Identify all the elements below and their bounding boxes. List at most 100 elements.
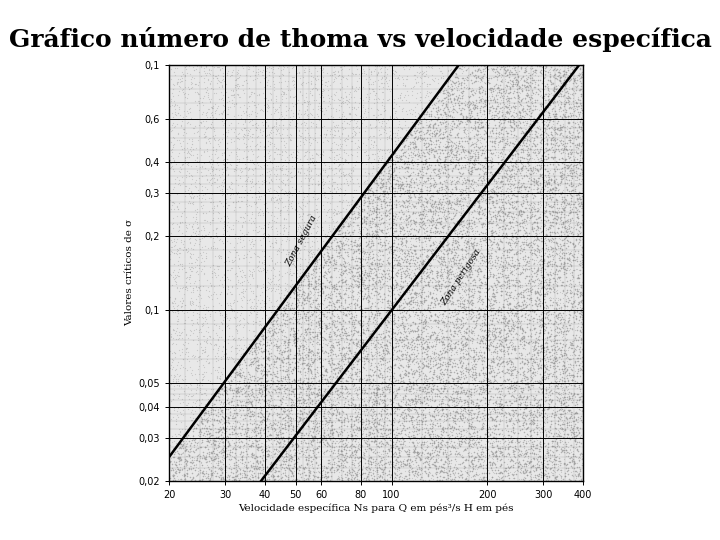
Point (369, 271, 381, 279)
Point (442, 290, 454, 299)
Point (271, 324, 282, 333)
Point (285, 406, 297, 415)
Point (498, 401, 510, 409)
Point (496, 335, 508, 343)
Point (523, 299, 535, 308)
Point (490, 377, 501, 386)
Point (438, 111, 449, 119)
Point (526, 107, 538, 116)
Point (442, 456, 454, 464)
Point (436, 360, 448, 368)
Point (528, 200, 539, 209)
Point (441, 189, 452, 198)
Point (416, 260, 428, 268)
Point (567, 447, 579, 456)
Point (226, 71, 238, 79)
Point (427, 145, 438, 153)
Point (501, 184, 513, 193)
Point (534, 110, 545, 119)
Point (369, 406, 380, 415)
Point (253, 257, 265, 266)
Point (531, 185, 543, 193)
Point (385, 460, 397, 468)
Point (412, 374, 423, 383)
Point (367, 380, 379, 388)
Point (531, 131, 543, 140)
Point (535, 201, 546, 210)
Point (337, 213, 348, 222)
Point (440, 120, 451, 129)
Point (299, 438, 310, 447)
Point (221, 98, 233, 106)
Point (476, 223, 487, 232)
Point (312, 330, 323, 339)
Point (557, 72, 569, 80)
Point (215, 415, 227, 423)
Point (564, 218, 575, 227)
Point (454, 326, 465, 335)
Point (389, 97, 400, 106)
Point (557, 235, 569, 244)
Point (494, 443, 505, 452)
Point (479, 170, 490, 179)
Point (328, 330, 340, 339)
Point (392, 177, 404, 185)
Point (503, 225, 514, 233)
Point (459, 404, 471, 413)
Point (322, 251, 333, 259)
Point (390, 275, 401, 284)
Point (359, 292, 370, 301)
Point (543, 356, 554, 365)
Point (308, 450, 320, 459)
Point (389, 94, 400, 103)
Point (519, 380, 531, 389)
Point (212, 373, 223, 382)
Point (574, 327, 585, 335)
Point (534, 296, 546, 305)
Point (326, 130, 338, 139)
Point (523, 382, 534, 391)
Point (289, 385, 300, 394)
Point (543, 273, 554, 282)
Point (424, 433, 436, 441)
Point (488, 65, 500, 73)
Point (398, 147, 410, 156)
Point (505, 336, 516, 345)
Point (400, 152, 411, 161)
Point (558, 326, 570, 335)
Point (477, 177, 488, 185)
Point (303, 345, 315, 354)
Point (541, 463, 553, 472)
Point (496, 401, 508, 409)
Point (374, 195, 386, 204)
Point (246, 384, 258, 393)
Point (310, 402, 321, 410)
Point (370, 371, 382, 380)
Point (454, 441, 465, 450)
Point (257, 450, 269, 459)
Point (203, 69, 215, 77)
Point (497, 400, 508, 409)
Point (440, 383, 451, 392)
Point (409, 343, 420, 352)
Point (261, 415, 272, 423)
Point (387, 274, 399, 282)
Point (469, 369, 480, 378)
Point (439, 458, 451, 467)
Point (297, 299, 308, 308)
Point (550, 161, 562, 170)
Point (357, 158, 369, 166)
Point (260, 367, 271, 375)
Point (302, 190, 314, 198)
Point (354, 305, 366, 313)
Point (523, 287, 535, 295)
Point (212, 71, 224, 79)
Point (459, 407, 471, 416)
Point (179, 144, 190, 152)
Point (299, 463, 310, 472)
Point (310, 403, 322, 411)
Point (171, 410, 183, 419)
Point (504, 308, 516, 316)
Point (436, 261, 447, 270)
Point (445, 262, 456, 271)
